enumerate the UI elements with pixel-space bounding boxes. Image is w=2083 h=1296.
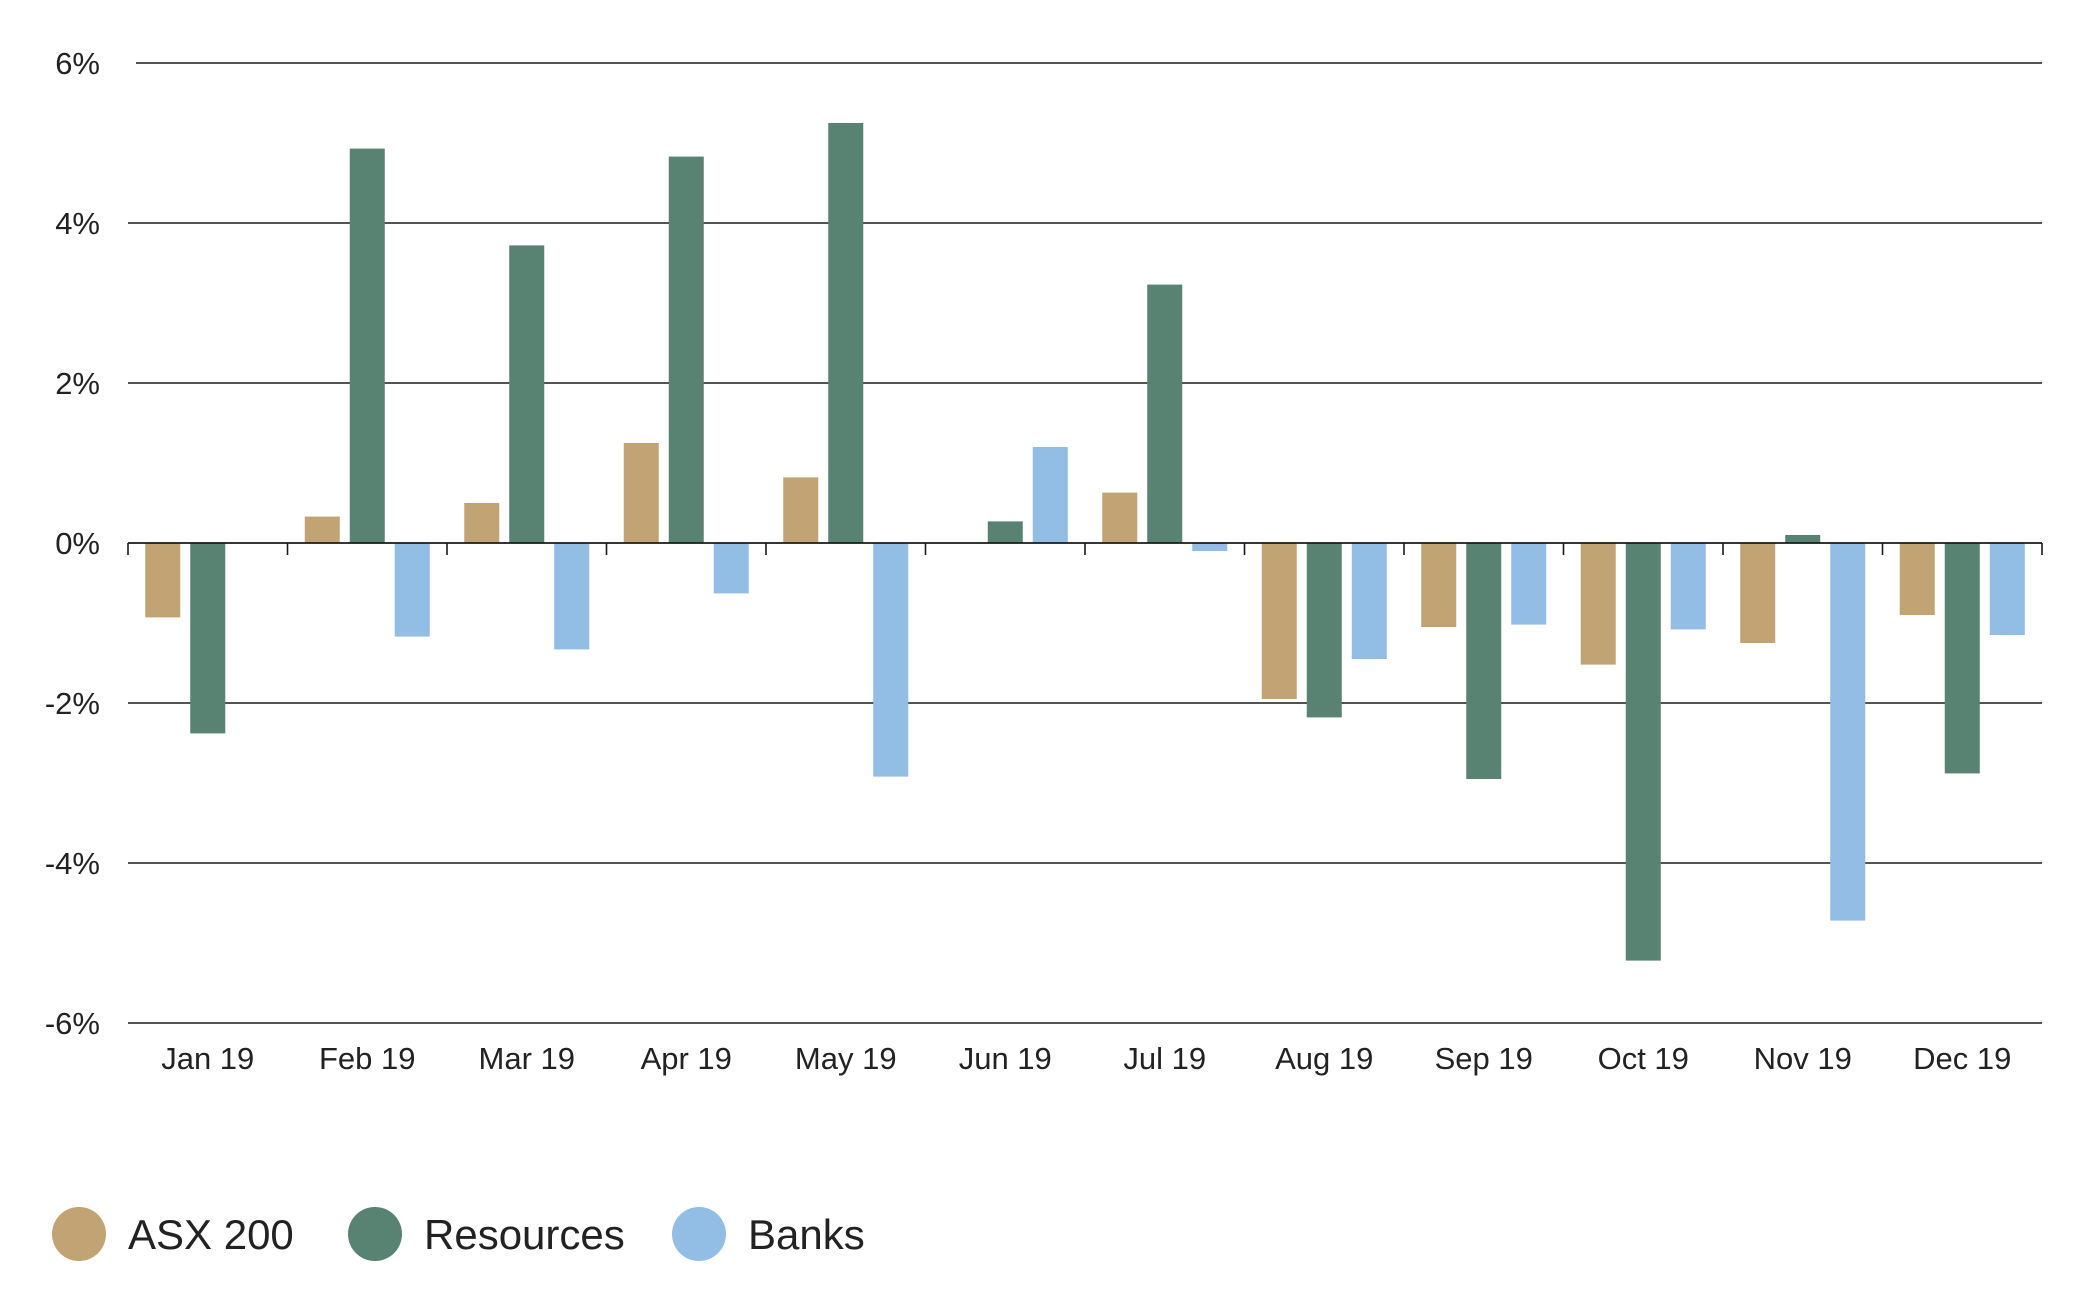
bar-asx-200-aug-19 bbox=[1261, 543, 1297, 699]
legend-label: Banks bbox=[748, 1211, 865, 1258]
legend-label: ASX 200 bbox=[128, 1211, 294, 1258]
legend-item-banks: Banks bbox=[672, 1207, 865, 1261]
bar-resources-feb-19 bbox=[349, 148, 385, 543]
bar-resources-sep-19 bbox=[1466, 543, 1502, 779]
bar-banks-sep-19 bbox=[1511, 543, 1547, 625]
bar-resources-dec-19 bbox=[1944, 543, 1980, 774]
bar-asx-200-nov-19 bbox=[1740, 543, 1776, 643]
bar-banks-mar-19 bbox=[554, 543, 590, 650]
x-tick-label: Apr 19 bbox=[641, 1041, 732, 1076]
y-tick-label: -4% bbox=[45, 846, 100, 881]
legend-item-resources: Resources bbox=[348, 1207, 625, 1261]
bar-banks-nov-19 bbox=[1830, 543, 1866, 921]
x-tick-label: Feb 19 bbox=[319, 1041, 416, 1076]
x-tick-label: May 19 bbox=[795, 1041, 897, 1076]
bar-asx-200-jan-19 bbox=[145, 543, 181, 618]
legend-swatch bbox=[672, 1207, 726, 1261]
x-tick-label: Aug 19 bbox=[1275, 1041, 1373, 1076]
bar-banks-oct-19 bbox=[1670, 543, 1706, 630]
bar-resources-apr-19 bbox=[668, 156, 704, 543]
y-tick-label: 0% bbox=[55, 526, 100, 561]
bar-asx-200-jul-19 bbox=[1102, 492, 1138, 543]
bar-asx-200-sep-19 bbox=[1421, 543, 1457, 627]
x-tick-label: Jan 19 bbox=[161, 1041, 254, 1076]
bar-resources-jan-19 bbox=[190, 543, 226, 734]
bar-resources-nov-19 bbox=[1785, 535, 1821, 543]
bar-banks-aug-19 bbox=[1351, 543, 1387, 659]
bar-asx-200-feb-19 bbox=[304, 516, 340, 543]
bar-resources-aug-19 bbox=[1306, 543, 1342, 718]
bar-resources-jun-19 bbox=[987, 521, 1023, 543]
x-tick-label: Jul 19 bbox=[1123, 1041, 1206, 1076]
legend-label: Resources bbox=[424, 1211, 625, 1258]
x-tick-label: Nov 19 bbox=[1754, 1041, 1852, 1076]
bar-asx-200-mar-19 bbox=[464, 503, 500, 543]
legend-swatch bbox=[52, 1207, 106, 1261]
bar-asx-200-may-19 bbox=[783, 477, 819, 543]
x-tick-label: Jun 19 bbox=[959, 1041, 1052, 1076]
bar-asx-200-dec-19 bbox=[1899, 543, 1935, 615]
y-tick-label: 4% bbox=[55, 206, 100, 241]
bar-resources-may-19 bbox=[828, 123, 864, 543]
y-tick-label: 6% bbox=[55, 46, 100, 81]
bar-banks-jul-19 bbox=[1192, 543, 1228, 551]
legend-item-asx-200: ASX 200 bbox=[52, 1207, 294, 1261]
bar-banks-apr-19 bbox=[713, 543, 749, 594]
x-axis-ticks: Jan 19 Feb 19 Mar 19 Apr 19 May 19 Jun 19 Jul … bbox=[161, 1041, 2011, 1076]
y-axis-ticks: 6% 4% 2% 0% -2% -4% -6% bbox=[45, 46, 100, 1041]
bar-banks-may-19 bbox=[873, 543, 909, 777]
bar-banks-jun-19 bbox=[1032, 447, 1068, 543]
zero-axis bbox=[127, 542, 2043, 555]
y-tick-label: -2% bbox=[45, 686, 100, 721]
x-tick-label: Mar 19 bbox=[479, 1041, 575, 1076]
x-tick-label: Sep 19 bbox=[1435, 1041, 1533, 1076]
legend-swatch bbox=[348, 1207, 402, 1261]
bar-resources-mar-19 bbox=[509, 245, 545, 543]
grid-lines bbox=[128, 62, 2042, 1024]
bars bbox=[145, 123, 2025, 961]
x-tick-label: Dec 19 bbox=[1913, 1041, 2011, 1076]
y-tick-label: 2% bbox=[55, 366, 100, 401]
bar-resources-jul-19 bbox=[1147, 284, 1183, 543]
bar-resources-oct-19 bbox=[1625, 543, 1661, 961]
legend: ASX 200 Resources Banks bbox=[52, 1207, 865, 1261]
bar-asx-200-oct-19 bbox=[1580, 543, 1616, 665]
y-tick-label: -6% bbox=[45, 1006, 100, 1041]
bar-banks-dec-19 bbox=[1989, 543, 2025, 635]
bar-asx-200-apr-19 bbox=[623, 443, 659, 543]
bar-banks-feb-19 bbox=[394, 543, 430, 637]
x-tick-label: Oct 19 bbox=[1598, 1041, 1689, 1076]
